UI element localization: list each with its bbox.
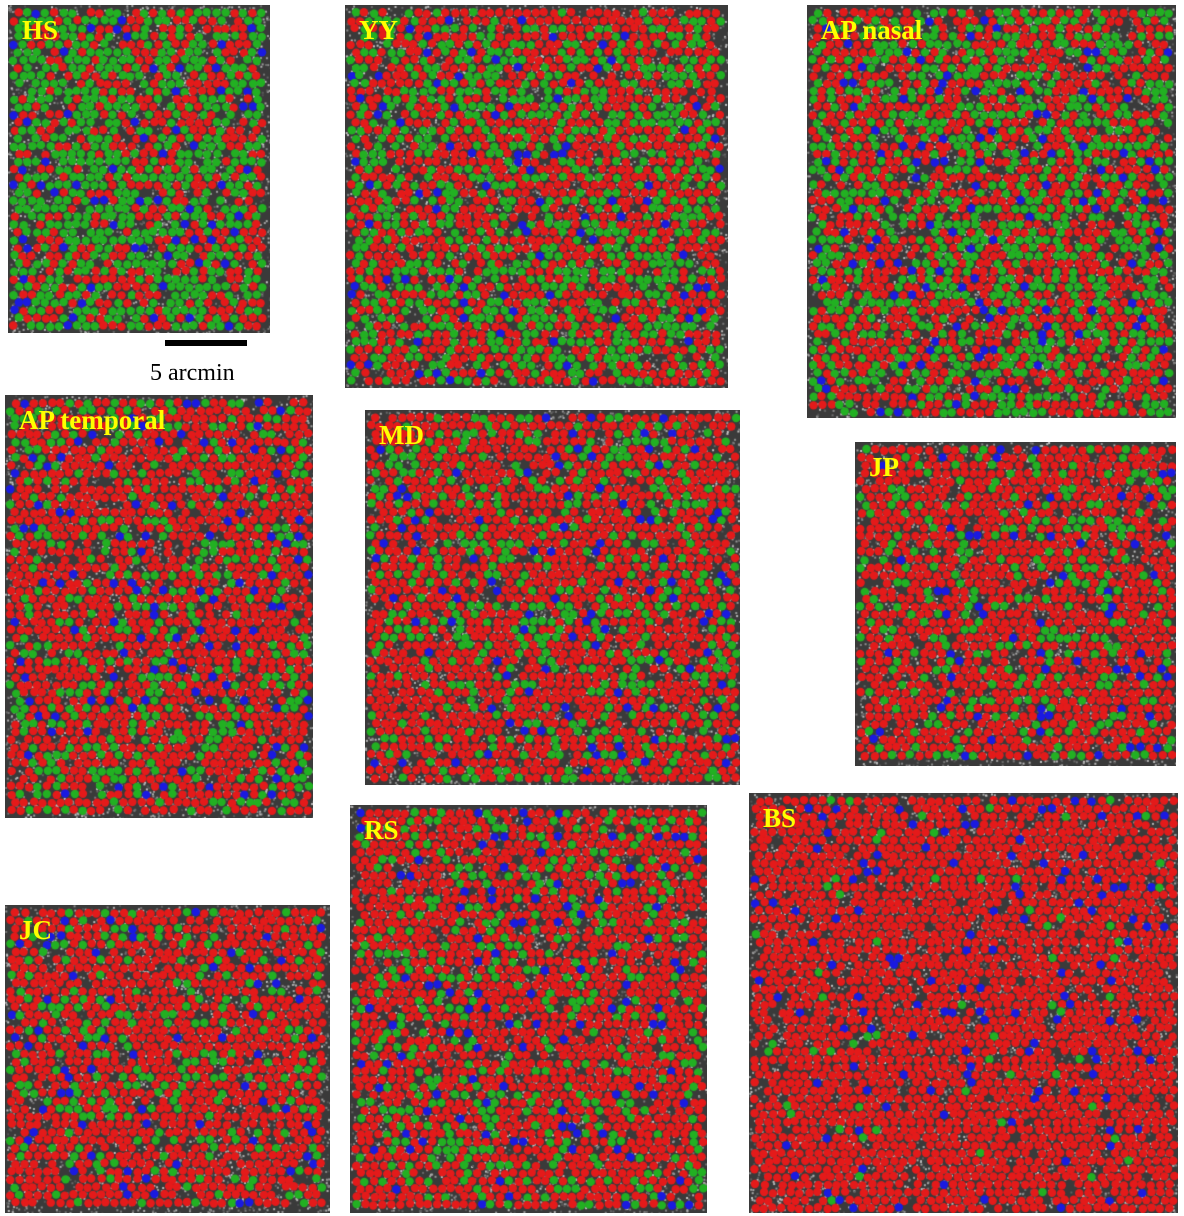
scale-bar-label: 5 arcmin (150, 360, 235, 386)
cone-mosaic-image (855, 442, 1176, 766)
cone-mosaic-image (365, 410, 740, 785)
cone-mosaic-image (749, 793, 1178, 1213)
cone-mosaic-image (5, 395, 313, 818)
panel-label: YY (359, 15, 398, 45)
panel-rs: RS (350, 805, 707, 1213)
cone-mosaic-image (345, 5, 728, 388)
panel-label: JC (19, 915, 52, 945)
cone-mosaic-image (8, 5, 270, 333)
scale-bar (165, 340, 247, 346)
panel-bs: BS (749, 793, 1178, 1213)
cone-mosaic-image (807, 5, 1176, 418)
panel-ap-temporal: AP temporal (5, 395, 313, 818)
panel-label: BS (763, 803, 797, 833)
panel-label: HS (22, 15, 59, 45)
cone-mosaic-image (350, 805, 707, 1213)
panel-md: MD (365, 410, 740, 785)
panel-hs: HS (8, 5, 270, 333)
panel-label: MD (379, 420, 424, 450)
panel-label: RS (364, 815, 399, 845)
panel-label: JP (869, 452, 899, 482)
panel-label: AP nasal (821, 15, 923, 45)
panel-yy: YY (345, 5, 728, 388)
panel-jp: JP (855, 442, 1176, 766)
panel-jc: JC (5, 905, 330, 1213)
panel-ap-nasal: AP nasal (807, 5, 1176, 418)
cone-mosaic-image (5, 905, 330, 1213)
panel-label: AP temporal (19, 405, 166, 435)
